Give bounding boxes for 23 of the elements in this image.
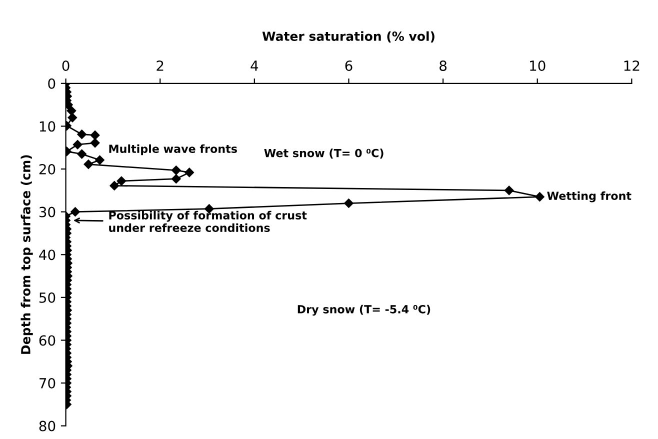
annotation: Dry snow (T= -5.4 ⁰C) [298,304,430,316]
annotation: Possibility of formation of crust under refreeze conditions [109,210,307,232]
annotation: Multiple wave fronts [109,144,237,156]
x-tick-label: 12 [624,60,640,71]
y-tick-label: 0 [48,78,56,89]
y-tick-label: 20 [39,164,56,174]
x-tick-label: 8 [440,60,447,71]
x-tick-label: 2 [156,60,164,71]
x-tick-label: 6 [345,60,352,71]
y-axis-title: Depth from top surface (cm) [20,155,33,354]
annotation: Wetting front [547,191,632,202]
x-tick-label: 4 [250,60,258,71]
y-tick-label: 10 [40,121,56,132]
y-tick-label: 70 [40,378,56,388]
y-tick-label: 50 [39,292,56,303]
x-tick-label: 0 [62,60,70,71]
y-tick-label: 30 [39,206,56,218]
x-axis-title: Water saturation (% vol) [262,31,434,42]
y-tick-label: 80 [39,420,56,432]
x-tick-label: 10 [530,60,546,71]
annotation: Wet snow (T= 0 ⁰C) [264,148,384,159]
y-tick-label: 60 [39,335,56,346]
y-tick-label: 40 [39,250,56,260]
